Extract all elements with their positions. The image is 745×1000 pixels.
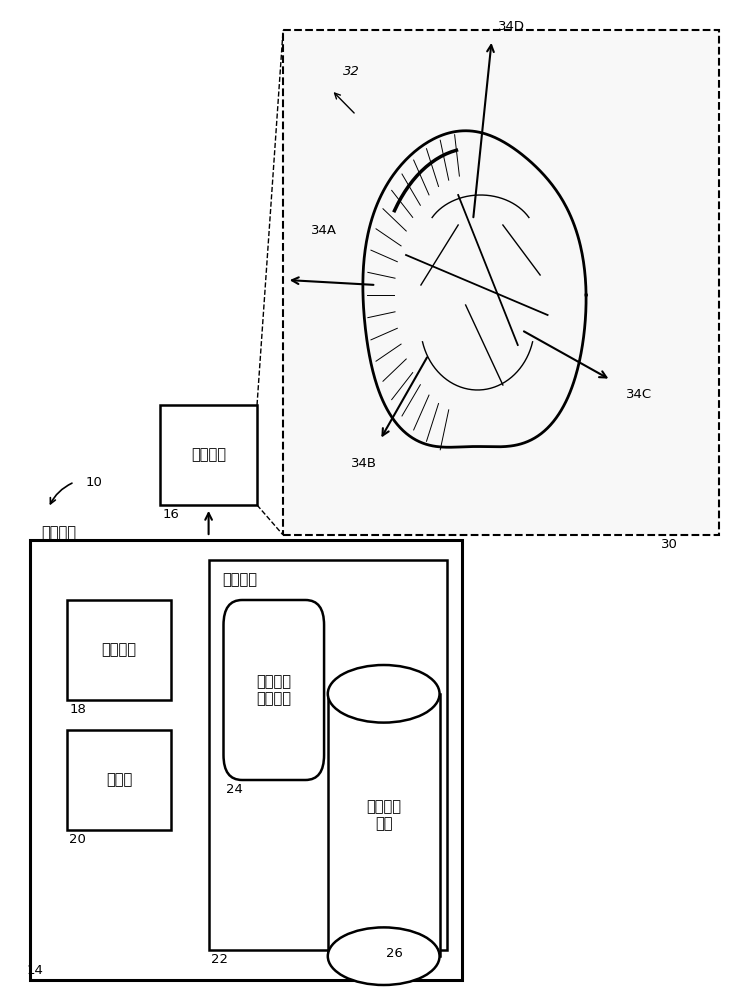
Text: 32: 32	[343, 65, 359, 78]
Text: 处理器: 处理器	[106, 772, 133, 788]
Text: 输入装置: 输入装置	[102, 643, 136, 658]
Bar	[30, 540, 462, 980]
Text: 34C: 34C	[626, 388, 652, 401]
Text: 18: 18	[69, 703, 86, 716]
Bar	[283, 30, 719, 535]
FancyBboxPatch shape	[224, 600, 324, 780]
Bar	[67, 730, 171, 830]
Text: 34B: 34B	[351, 457, 376, 470]
Text: 存储装置: 存储装置	[222, 572, 257, 587]
Bar	[160, 405, 257, 505]
Text: 30: 30	[661, 538, 678, 551]
Text: 虚拟关节
运动模块: 虚拟关节 运动模块	[256, 674, 291, 706]
Text: 口腔模型
数据: 口腔模型 数据	[367, 799, 401, 831]
Text: 16: 16	[162, 508, 180, 521]
Text: 24: 24	[226, 783, 243, 796]
Ellipse shape	[328, 665, 440, 723]
Text: 显示装置: 显示装置	[191, 448, 226, 462]
Text: 计算系统: 计算系统	[41, 525, 76, 540]
Text: 26: 26	[386, 947, 403, 960]
Text: 34D: 34D	[498, 20, 524, 33]
Text: 14: 14	[26, 964, 43, 977]
Text: 10: 10	[86, 476, 103, 488]
Ellipse shape	[328, 927, 440, 985]
Text: 34A: 34A	[311, 224, 337, 236]
Text: 20: 20	[69, 833, 86, 846]
Bar	[67, 600, 171, 700]
Text: 22: 22	[211, 953, 228, 966]
Bar	[328, 694, 440, 956]
Bar	[209, 560, 447, 950]
